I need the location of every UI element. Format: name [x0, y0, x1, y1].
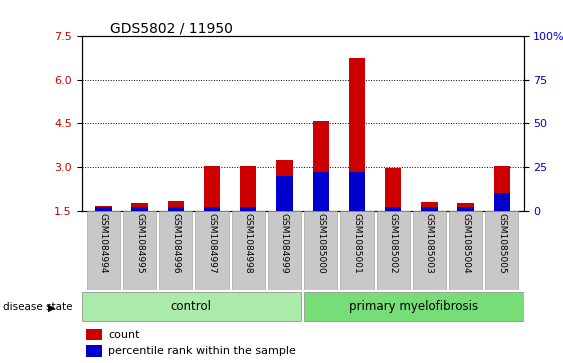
FancyBboxPatch shape	[268, 211, 301, 290]
Bar	[458, 207, 474, 211]
Bar	[168, 201, 184, 211]
Text: disease state: disease state	[3, 302, 72, 312]
Text: control: control	[171, 299, 212, 313]
FancyBboxPatch shape	[82, 292, 301, 322]
FancyBboxPatch shape	[304, 211, 337, 290]
Bar	[421, 207, 437, 211]
Bar	[95, 206, 111, 211]
FancyBboxPatch shape	[305, 292, 524, 322]
Text: GSM1084995: GSM1084995	[135, 213, 144, 274]
Bar	[312, 172, 329, 211]
Bar	[95, 207, 111, 211]
FancyBboxPatch shape	[87, 211, 120, 290]
Bar	[494, 193, 510, 211]
FancyBboxPatch shape	[377, 211, 410, 290]
Text: GSM1084998: GSM1084998	[244, 213, 253, 274]
Bar	[131, 203, 148, 211]
Bar	[168, 207, 184, 211]
Text: GSM1084997: GSM1084997	[208, 213, 217, 274]
Bar	[385, 207, 401, 211]
FancyBboxPatch shape	[413, 211, 446, 290]
Text: GSM1084996: GSM1084996	[171, 213, 180, 274]
FancyBboxPatch shape	[485, 211, 519, 290]
Text: GSM1085003: GSM1085003	[425, 213, 434, 274]
Bar	[240, 207, 256, 211]
FancyBboxPatch shape	[159, 211, 193, 290]
Bar	[349, 172, 365, 211]
Bar	[349, 58, 365, 211]
Text: GSM1085001: GSM1085001	[352, 213, 361, 274]
Text: GSM1085000: GSM1085000	[316, 213, 325, 274]
Text: percentile rank within the sample: percentile rank within the sample	[108, 346, 296, 356]
Text: GSM1084999: GSM1084999	[280, 213, 289, 274]
Text: GDS5802 / 11950: GDS5802 / 11950	[110, 22, 233, 36]
FancyBboxPatch shape	[195, 211, 229, 290]
Bar	[204, 166, 220, 211]
FancyBboxPatch shape	[341, 211, 373, 290]
Bar	[276, 160, 293, 211]
Bar	[276, 176, 293, 211]
Bar	[240, 166, 256, 211]
Text: GSM1084994: GSM1084994	[99, 213, 108, 273]
Text: GSM1085004: GSM1085004	[461, 213, 470, 274]
Text: ▶: ▶	[48, 302, 55, 313]
Text: count: count	[108, 330, 140, 340]
FancyBboxPatch shape	[449, 211, 482, 290]
Bar	[458, 203, 474, 211]
Text: primary myelofibrosis: primary myelofibrosis	[350, 299, 479, 313]
Bar	[421, 203, 437, 211]
Bar	[131, 207, 148, 211]
Bar	[385, 168, 401, 211]
FancyBboxPatch shape	[232, 211, 265, 290]
Bar	[204, 207, 220, 211]
Bar	[86, 329, 101, 340]
FancyBboxPatch shape	[123, 211, 156, 290]
Bar	[86, 345, 101, 357]
Bar	[312, 121, 329, 211]
Text: GSM1085005: GSM1085005	[497, 213, 506, 274]
Bar	[494, 166, 510, 211]
Text: GSM1085002: GSM1085002	[388, 213, 397, 274]
